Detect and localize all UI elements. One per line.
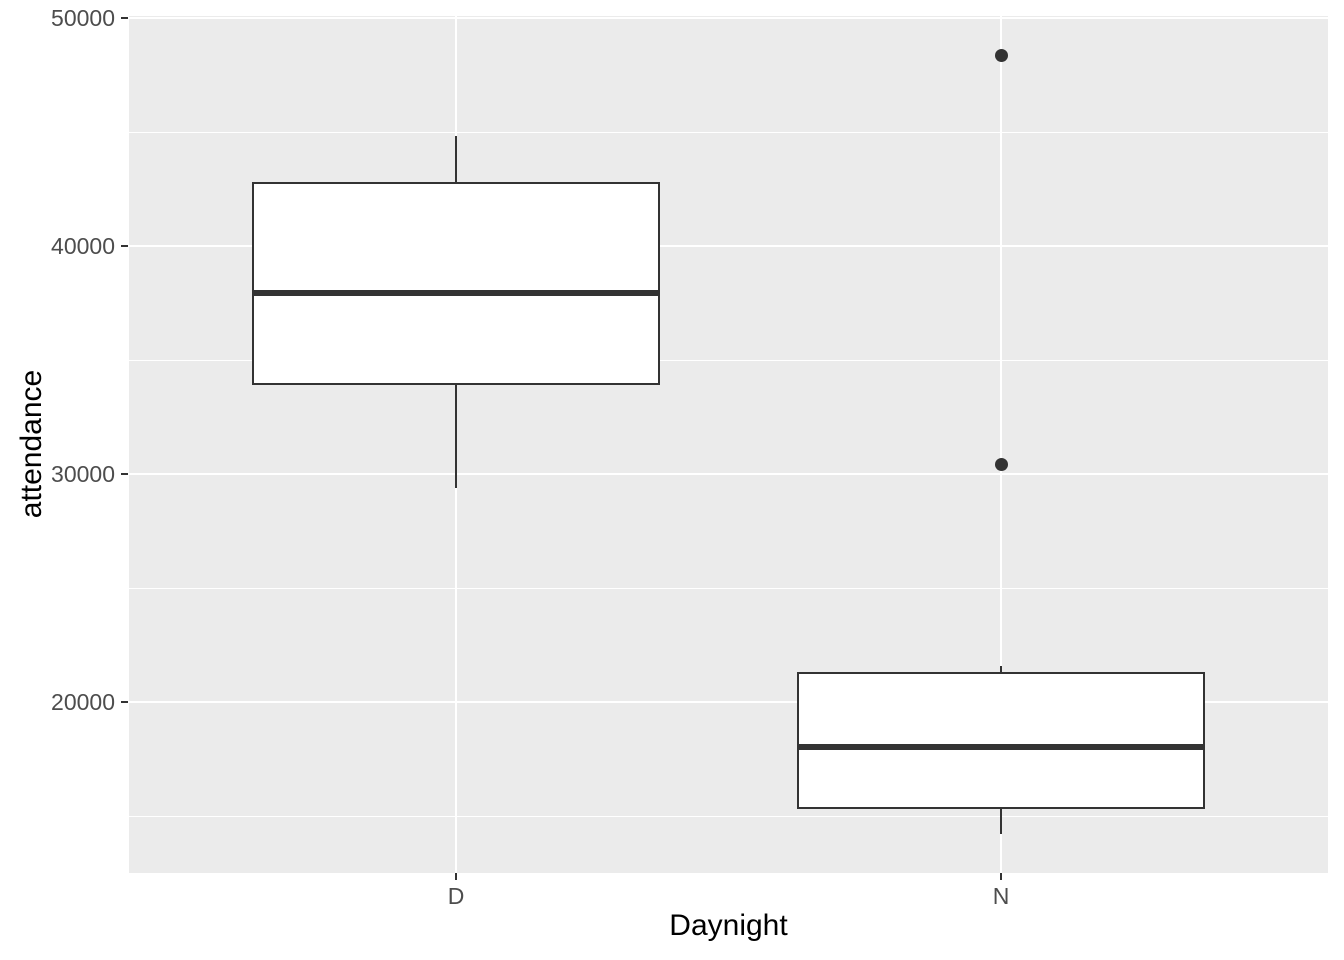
- y-axis-tick: [121, 473, 128, 476]
- boxplot-median-line: [251, 289, 661, 296]
- grid-major-line: [129, 701, 1328, 704]
- boxplot-whisker-upper: [454, 135, 458, 183]
- grid-vertical-line: [1000, 16, 1002, 873]
- grid-major-line: [129, 473, 1328, 476]
- grid-major-line: [129, 245, 1328, 248]
- boxplot-box: [251, 182, 661, 386]
- boxplot-box: [796, 671, 1206, 810]
- y-axis-tick: [121, 245, 128, 248]
- x-axis-tick: [455, 873, 457, 880]
- y-tick-label: 30000: [51, 461, 115, 488]
- grid-major-line: [129, 17, 1328, 20]
- grid-minor-line: [129, 359, 1328, 361]
- grid-minor-line: [129, 815, 1328, 817]
- x-tick-label: N: [992, 883, 1010, 909]
- boxplot-whisker-lower: [454, 385, 458, 488]
- y-axis-title: attendance: [15, 369, 48, 519]
- y-tick-label: 50000: [51, 5, 115, 32]
- grid-minor-line: [129, 131, 1328, 133]
- x-tick-label: D: [447, 883, 465, 909]
- boxplot-whisker-lower: [999, 809, 1003, 835]
- outlier-point: [994, 48, 1008, 62]
- x-axis-tick: [1000, 873, 1002, 880]
- y-tick-label: 20000: [51, 689, 115, 716]
- x-axis-title: Daynight: [669, 909, 788, 942]
- y-tick-label: 40000: [51, 233, 115, 260]
- outlier-point: [994, 457, 1008, 471]
- y-axis-tick: [121, 701, 128, 704]
- boxplot-whisker-upper: [999, 666, 1003, 672]
- y-axis-tick: [121, 17, 128, 20]
- grid-minor-line: [129, 587, 1328, 589]
- boxplot-median-line: [796, 743, 1206, 750]
